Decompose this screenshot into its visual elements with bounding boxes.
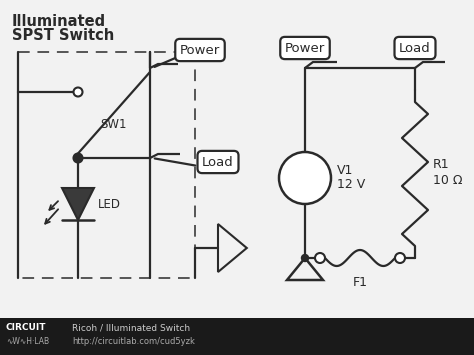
Circle shape xyxy=(73,87,82,97)
Text: Power: Power xyxy=(285,42,325,55)
Circle shape xyxy=(73,153,82,163)
Text: Power: Power xyxy=(180,44,220,56)
Text: CIRCUIT: CIRCUIT xyxy=(6,323,46,333)
Text: Ricoh / Illuminated Switch: Ricoh / Illuminated Switch xyxy=(72,323,190,333)
Text: SPST Switch: SPST Switch xyxy=(12,28,114,43)
Text: +: + xyxy=(299,163,311,178)
Circle shape xyxy=(395,253,405,263)
Text: Load: Load xyxy=(399,42,431,55)
Text: Load: Load xyxy=(202,155,234,169)
Bar xyxy=(18,52,195,278)
Text: −: − xyxy=(299,180,311,195)
Text: http://circuitlab.com/cud5yzk: http://circuitlab.com/cud5yzk xyxy=(72,337,195,345)
Text: 10 Ω: 10 Ω xyxy=(433,174,463,186)
Circle shape xyxy=(279,152,331,204)
Polygon shape xyxy=(62,188,94,220)
Circle shape xyxy=(74,154,82,162)
Text: V1: V1 xyxy=(337,164,354,178)
Text: SW1: SW1 xyxy=(100,119,127,131)
Text: ∿W∿H·LAB: ∿W∿H·LAB xyxy=(6,337,49,345)
Text: R1: R1 xyxy=(433,158,450,170)
Text: Illuminated: Illuminated xyxy=(12,14,106,29)
Circle shape xyxy=(315,253,325,263)
Circle shape xyxy=(301,255,309,262)
Bar xyxy=(0,318,474,355)
Text: 12 V: 12 V xyxy=(337,179,365,191)
Text: LED: LED xyxy=(98,197,121,211)
Text: F1: F1 xyxy=(353,275,367,289)
